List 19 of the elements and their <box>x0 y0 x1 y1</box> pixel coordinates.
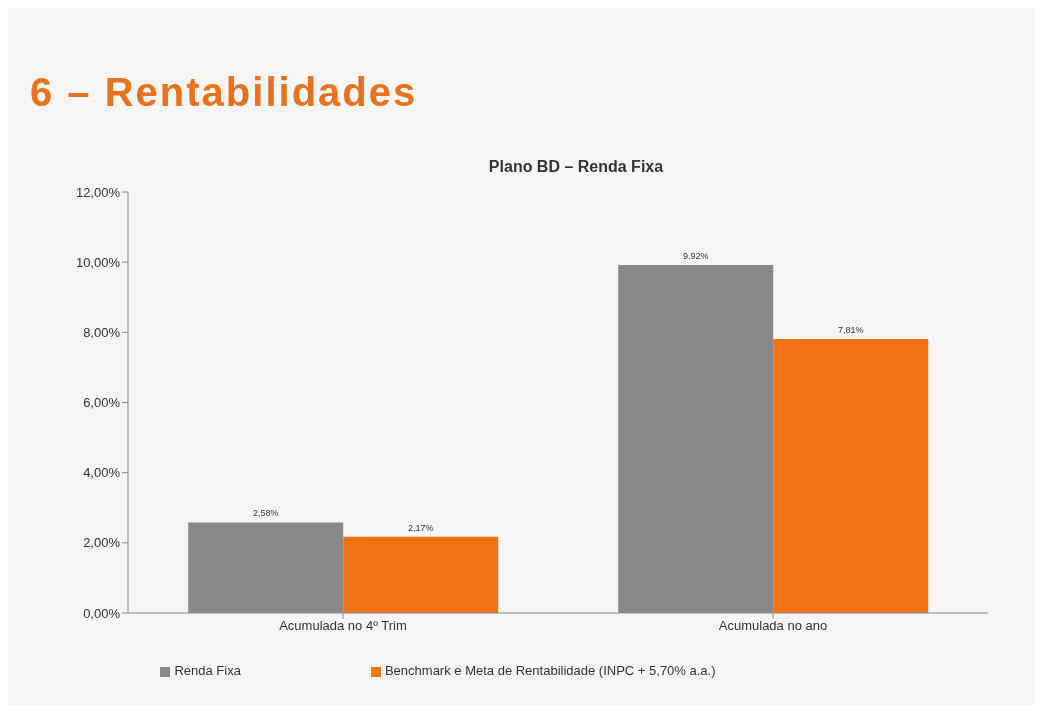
y-tick-label: 0,00% <box>83 605 121 621</box>
legend-label: Renda Fixa <box>174 663 241 678</box>
bar <box>343 536 499 613</box>
y-tick-label: 2,00% <box>83 535 121 551</box>
x-tick-label: Acumulada no ano <box>718 618 828 634</box>
y-tick-label: 10,00% <box>75 254 121 270</box>
data-label: 2,17% <box>407 522 434 533</box>
chart-subtitle: Plano BD – Renda Fixa <box>487 158 665 176</box>
y-tick-label: 6,00% <box>83 395 121 411</box>
chart-title: 6 – Rentabilidades <box>30 70 418 115</box>
y-tick-label: 4,00% <box>83 465 121 481</box>
x-tick-label: Acumulada no 4º Trim <box>279 618 407 634</box>
legend-label: Benchmark e Meta de Rentabilidade (INPC + 5,70% a.a.) <box>384 663 716 678</box>
y-tick-label: 12,00% <box>75 184 121 200</box>
data-label: 7,81% <box>837 325 864 335</box>
bar <box>773 339 929 613</box>
y-tick-label: 8,00% <box>83 324 121 340</box>
data-label: 2,58% <box>252 508 279 519</box>
data-label: 9,92% <box>682 250 709 261</box>
